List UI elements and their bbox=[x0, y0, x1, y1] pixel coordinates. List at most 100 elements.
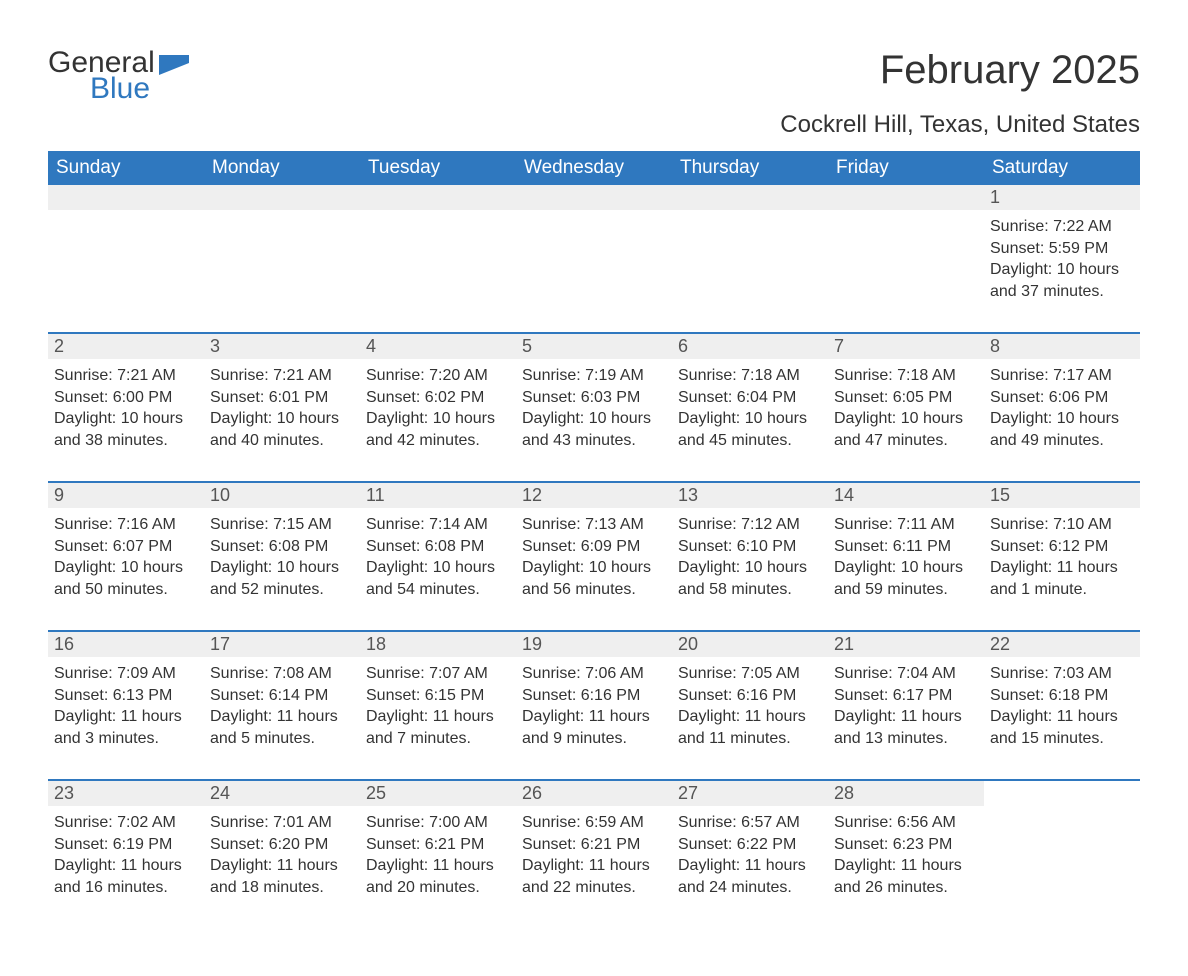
daylight-text: Daylight: 10 hours and 52 minutes. bbox=[210, 557, 354, 600]
day-header-monday: Monday bbox=[204, 151, 360, 185]
week-content-row: Sunrise: 7:21 AMSunset: 6:00 PMDaylight:… bbox=[48, 359, 1140, 481]
day-content-cell: Sunrise: 7:09 AMSunset: 6:13 PMDaylight:… bbox=[48, 657, 204, 779]
sunrise-text: Sunrise: 7:09 AM bbox=[54, 663, 198, 685]
sunrise-text: Sunrise: 7:19 AM bbox=[522, 365, 666, 387]
sunset-text: Sunset: 6:00 PM bbox=[54, 387, 198, 409]
daylight-text: Daylight: 10 hours and 45 minutes. bbox=[678, 408, 822, 451]
sunset-text: Sunset: 6:05 PM bbox=[834, 387, 978, 409]
daylight-text: Daylight: 10 hours and 38 minutes. bbox=[54, 408, 198, 451]
sunset-text: Sunset: 6:11 PM bbox=[834, 536, 978, 558]
sunset-text: Sunset: 6:18 PM bbox=[990, 685, 1134, 707]
day-number-cell: 18 bbox=[360, 632, 516, 657]
day-content-cell: Sunrise: 7:15 AMSunset: 6:08 PMDaylight:… bbox=[204, 508, 360, 630]
sunrise-text: Sunrise: 7:12 AM bbox=[678, 514, 822, 536]
header: General Blue February 2025 Cockrell Hill… bbox=[48, 48, 1140, 139]
day-number-cell: 9 bbox=[48, 483, 204, 508]
day-number-cell: 22 bbox=[984, 632, 1140, 657]
day-content-cell bbox=[48, 210, 204, 332]
day-number-cell: 20 bbox=[672, 632, 828, 657]
week-daynum-row: 16171819202122 bbox=[48, 630, 1140, 657]
sunrise-text: Sunrise: 7:04 AM bbox=[834, 663, 978, 685]
calendar-header-row: Sunday Monday Tuesday Wednesday Thursday… bbox=[48, 151, 1140, 185]
day-content-cell: Sunrise: 7:04 AMSunset: 6:17 PMDaylight:… bbox=[828, 657, 984, 779]
day-content-cell: Sunrise: 7:22 AMSunset: 5:59 PMDaylight:… bbox=[984, 210, 1140, 332]
sunrise-text: Sunrise: 6:57 AM bbox=[678, 812, 822, 834]
daylight-text: Daylight: 10 hours and 47 minutes. bbox=[834, 408, 978, 451]
day-content-cell: Sunrise: 7:19 AMSunset: 6:03 PMDaylight:… bbox=[516, 359, 672, 481]
day-number-cell: 27 bbox=[672, 781, 828, 806]
daylight-text: Daylight: 11 hours and 20 minutes. bbox=[366, 855, 510, 898]
day-number-cell bbox=[828, 185, 984, 210]
sunrise-text: Sunrise: 7:01 AM bbox=[210, 812, 354, 834]
sunrise-text: Sunrise: 7:00 AM bbox=[366, 812, 510, 834]
daylight-text: Daylight: 10 hours and 56 minutes. bbox=[522, 557, 666, 600]
daylight-text: Daylight: 10 hours and 37 minutes. bbox=[990, 259, 1134, 302]
day-number-cell: 6 bbox=[672, 334, 828, 359]
week-content-row: Sunrise: 7:22 AMSunset: 5:59 PMDaylight:… bbox=[48, 210, 1140, 332]
day-number-cell bbox=[360, 185, 516, 210]
week-content-row: Sunrise: 7:16 AMSunset: 6:07 PMDaylight:… bbox=[48, 508, 1140, 630]
day-header-wednesday: Wednesday bbox=[516, 151, 672, 185]
day-content-cell: Sunrise: 7:11 AMSunset: 6:11 PMDaylight:… bbox=[828, 508, 984, 630]
sunset-text: Sunset: 6:04 PM bbox=[678, 387, 822, 409]
sunset-text: Sunset: 6:08 PM bbox=[210, 536, 354, 558]
day-content-cell: Sunrise: 7:18 AMSunset: 6:04 PMDaylight:… bbox=[672, 359, 828, 481]
sunset-text: Sunset: 6:21 PM bbox=[522, 834, 666, 856]
day-content-cell: Sunrise: 7:00 AMSunset: 6:21 PMDaylight:… bbox=[360, 806, 516, 928]
sunset-text: Sunset: 6:08 PM bbox=[366, 536, 510, 558]
sunset-text: Sunset: 6:21 PM bbox=[366, 834, 510, 856]
sunset-text: Sunset: 6:06 PM bbox=[990, 387, 1134, 409]
sunrise-text: Sunrise: 7:21 AM bbox=[54, 365, 198, 387]
week-daynum-row: 2345678 bbox=[48, 332, 1140, 359]
day-number-cell: 19 bbox=[516, 632, 672, 657]
day-number-cell bbox=[48, 185, 204, 210]
sunrise-text: Sunrise: 7:05 AM bbox=[678, 663, 822, 685]
day-number-cell bbox=[204, 185, 360, 210]
day-content-cell: Sunrise: 7:06 AMSunset: 6:16 PMDaylight:… bbox=[516, 657, 672, 779]
day-number-cell: 4 bbox=[360, 334, 516, 359]
day-number-cell: 26 bbox=[516, 781, 672, 806]
day-content-cell: Sunrise: 7:08 AMSunset: 6:14 PMDaylight:… bbox=[204, 657, 360, 779]
daylight-text: Daylight: 10 hours and 58 minutes. bbox=[678, 557, 822, 600]
sunrise-text: Sunrise: 7:17 AM bbox=[990, 365, 1134, 387]
daylight-text: Daylight: 11 hours and 7 minutes. bbox=[366, 706, 510, 749]
sunrise-text: Sunrise: 7:21 AM bbox=[210, 365, 354, 387]
sunset-text: Sunset: 6:17 PM bbox=[834, 685, 978, 707]
sunrise-text: Sunrise: 7:22 AM bbox=[990, 216, 1134, 238]
day-number-cell: 15 bbox=[984, 483, 1140, 508]
sunrise-text: Sunrise: 6:56 AM bbox=[834, 812, 978, 834]
daylight-text: Daylight: 11 hours and 24 minutes. bbox=[678, 855, 822, 898]
daylight-text: Daylight: 11 hours and 9 minutes. bbox=[522, 706, 666, 749]
sunrise-text: Sunrise: 7:06 AM bbox=[522, 663, 666, 685]
sunrise-text: Sunrise: 7:11 AM bbox=[834, 514, 978, 536]
sunrise-text: Sunrise: 7:03 AM bbox=[990, 663, 1134, 685]
day-number-cell: 7 bbox=[828, 334, 984, 359]
day-content-cell: Sunrise: 6:59 AMSunset: 6:21 PMDaylight:… bbox=[516, 806, 672, 928]
weeks-container: 1Sunrise: 7:22 AMSunset: 5:59 PMDaylight… bbox=[48, 185, 1140, 928]
daylight-text: Daylight: 11 hours and 15 minutes. bbox=[990, 706, 1134, 749]
day-content-cell: Sunrise: 7:03 AMSunset: 6:18 PMDaylight:… bbox=[984, 657, 1140, 779]
day-number-cell bbox=[672, 185, 828, 210]
week-daynum-row: 1 bbox=[48, 185, 1140, 210]
day-content-cell: Sunrise: 7:10 AMSunset: 6:12 PMDaylight:… bbox=[984, 508, 1140, 630]
daylight-text: Daylight: 11 hours and 16 minutes. bbox=[54, 855, 198, 898]
daylight-text: Daylight: 10 hours and 49 minutes. bbox=[990, 408, 1134, 451]
day-number-cell: 2 bbox=[48, 334, 204, 359]
day-number-cell: 1 bbox=[984, 185, 1140, 210]
day-number-cell: 12 bbox=[516, 483, 672, 508]
day-content-cell: Sunrise: 7:20 AMSunset: 6:02 PMDaylight:… bbox=[360, 359, 516, 481]
day-content-cell bbox=[828, 210, 984, 332]
daylight-text: Daylight: 10 hours and 40 minutes. bbox=[210, 408, 354, 451]
day-content-cell: Sunrise: 7:17 AMSunset: 6:06 PMDaylight:… bbox=[984, 359, 1140, 481]
day-content-cell: Sunrise: 7:13 AMSunset: 6:09 PMDaylight:… bbox=[516, 508, 672, 630]
day-number-cell: 8 bbox=[984, 334, 1140, 359]
daylight-text: Daylight: 11 hours and 11 minutes. bbox=[678, 706, 822, 749]
day-content-cell bbox=[672, 210, 828, 332]
sunset-text: Sunset: 6:01 PM bbox=[210, 387, 354, 409]
daylight-text: Daylight: 10 hours and 43 minutes. bbox=[522, 408, 666, 451]
day-content-cell: Sunrise: 7:02 AMSunset: 6:19 PMDaylight:… bbox=[48, 806, 204, 928]
daylight-text: Daylight: 11 hours and 1 minute. bbox=[990, 557, 1134, 600]
day-number-cell: 11 bbox=[360, 483, 516, 508]
day-number-cell: 5 bbox=[516, 334, 672, 359]
day-content-cell: Sunrise: 7:14 AMSunset: 6:08 PMDaylight:… bbox=[360, 508, 516, 630]
